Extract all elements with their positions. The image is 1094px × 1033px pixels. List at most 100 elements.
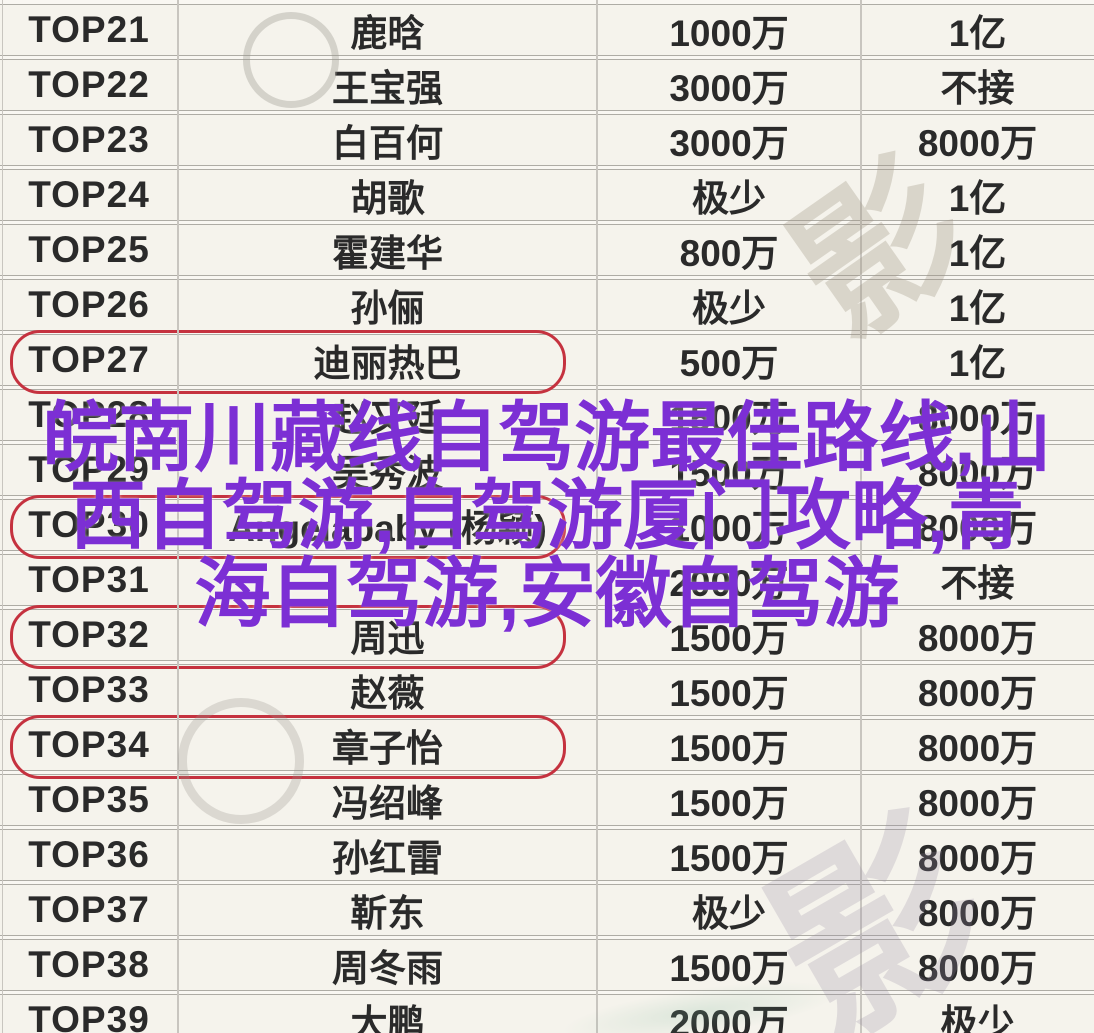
column-divider — [596, 0, 598, 1033]
fee1-cell: 2000万 — [669, 563, 789, 604]
fee1-cell: 2000万 — [669, 1003, 789, 1033]
name-cell: Angelababy (杨颖) — [228, 508, 547, 549]
table-row: TOP28 赵又廷 1500万 8000万 — [0, 389, 1094, 441]
fee2-cell: 不接 — [940, 68, 1015, 109]
fee1-cell: 1500万 — [669, 838, 789, 879]
fee2-cell: 8000万 — [917, 673, 1038, 714]
fee2-cell: 8000万 — [917, 508, 1038, 549]
name-cell: 王宝强 — [332, 68, 443, 109]
fee1-cell: 1500万 — [669, 398, 789, 439]
table-row: TOP39 大鹏 2000万 极少 — [0, 994, 1094, 1033]
fee2-cell: 8000万 — [917, 618, 1038, 659]
rank-cell: TOP35 — [28, 779, 150, 820]
fee1-cell: 1500万 — [669, 673, 789, 714]
fee1-cell: 极少 — [692, 178, 766, 219]
name-cell: 白百何 — [332, 123, 443, 164]
rank-cell: TOP31 — [28, 559, 150, 600]
name-cell — [178, 555, 597, 605]
rank-cell: TOP27 — [28, 339, 150, 380]
name-cell: 胡歌 — [350, 178, 425, 219]
name-cell: 周冬雨 — [332, 948, 443, 989]
name-cell: 章子怡 — [332, 728, 443, 769]
fee2-cell: 极少 — [940, 1003, 1015, 1033]
column-divider — [177, 0, 179, 1033]
fee1-cell: 极少 — [692, 893, 766, 934]
fee1-cell: 1500万 — [669, 618, 789, 659]
fee1-cell: 1500万 — [669, 948, 789, 989]
rank-cell: TOP34 — [28, 724, 150, 765]
table-row: TOP35 冯绍峰 1500万 8000万 — [0, 774, 1094, 826]
name-cell: 鹿晗 — [350, 13, 425, 54]
rank-cell: TOP22 — [28, 64, 150, 105]
rank-cell: TOP24 — [28, 174, 150, 215]
rank-cell: TOP29 — [28, 449, 150, 490]
table-row: TOP25 霍建华 800万 1亿 — [0, 224, 1094, 276]
fee2-cell: 1亿 — [948, 343, 1007, 384]
fee2-cell: 8000万 — [917, 398, 1038, 439]
fee2-cell: 1亿 — [948, 233, 1007, 274]
fee2-cell: 8000万 — [917, 893, 1038, 934]
name-cell: 赵又廷 — [332, 398, 443, 439]
name-cell: 靳东 — [350, 893, 425, 934]
table-row: TOP23 白百何 3000万 8000万 — [0, 114, 1094, 166]
name-cell: 孙红雷 — [332, 838, 443, 879]
table-row: TOP32 周迅 1500万 8000万 — [0, 605, 1094, 669]
rank-cell: TOP38 — [28, 944, 150, 985]
fee1-cell: 1500万 — [669, 728, 789, 769]
name-cell: 迪丽热巴 — [313, 343, 462, 384]
rank-cell: TOP28 — [28, 394, 150, 435]
name-cell: 大鹏 — [350, 1003, 425, 1033]
fee1-cell: 1000万 — [669, 13, 789, 54]
rank-cell: TOP25 — [28, 229, 150, 270]
fee2-cell: 不接 — [940, 563, 1015, 604]
table-row: TOP24 胡歌 极少 1亿 — [0, 169, 1094, 221]
fee2-cell: 8000万 — [917, 783, 1038, 824]
name-cell: 孙俪 — [350, 288, 425, 329]
fee2-cell: 8000万 — [917, 453, 1038, 494]
fee1-cell: 极少 — [692, 288, 766, 329]
fee2-cell: 8000万 — [917, 948, 1038, 989]
table-row: TOP30 Angelababy (杨颖) 1000万 8000万 — [0, 495, 1094, 559]
column-divider — [860, 0, 862, 1033]
fee1-cell: 1500万 — [669, 783, 789, 824]
name-cell: 吴秀波 — [332, 453, 443, 494]
fee1-cell: 3000万 — [669, 123, 789, 164]
table-row: TOP22 王宝强 3000万 不接 — [0, 59, 1094, 111]
rank-cell: TOP36 — [28, 834, 150, 875]
fee1-cell: 800万 — [679, 233, 779, 274]
table-row: TOP26 孙俪 极少 1亿 — [0, 279, 1094, 331]
table-row: TOP29 吴秀波 1500万 8000万 — [0, 444, 1094, 496]
rank-cell: TOP23 — [28, 119, 150, 160]
table-row: TOP33 赵薇 1500万 8000万 — [0, 664, 1094, 716]
name-cell: 冯绍峰 — [332, 783, 443, 824]
fee2-cell: 8000万 — [917, 838, 1038, 879]
table-row: TOP37 靳东 极少 8000万 — [0, 884, 1094, 936]
fee2-cell: 1亿 — [948, 178, 1007, 219]
pay-table: TOP21 鹿晗 1000万 1亿 TOP22 王宝强 3000万 不接 TOP… — [0, 4, 1094, 1033]
table-row: TOP31 2000万 不接 — [0, 554, 1094, 606]
rank-cell: TOP21 — [28, 9, 150, 50]
fee2-cell: 1亿 — [948, 13, 1007, 54]
rank-cell: TOP32 — [28, 614, 150, 655]
fee1-cell: 500万 — [679, 343, 779, 384]
table-left-border — [2, 0, 3, 1033]
name-cell: 霍建华 — [332, 233, 443, 274]
rank-cell: TOP39 — [28, 999, 150, 1033]
rank-cell: TOP26 — [28, 284, 150, 325]
name-cell: 赵薇 — [350, 673, 425, 714]
table-row: TOP27 迪丽热巴 500万 1亿 — [0, 330, 1094, 394]
table-row: TOP36 孙红雷 1500万 8000万 — [0, 829, 1094, 881]
rank-cell: TOP30 — [28, 504, 150, 545]
name-cell: 周迅 — [350, 618, 425, 659]
fee1-cell: 1500万 — [669, 453, 789, 494]
table-row: TOP38 周冬雨 1500万 8000万 — [0, 939, 1094, 991]
fee2-cell: 8000万 — [917, 728, 1038, 769]
fee2-cell: 1亿 — [948, 288, 1007, 329]
rank-cell: TOP37 — [28, 889, 150, 930]
fee1-cell: 3000万 — [669, 68, 789, 109]
fee1-cell: 1000万 — [669, 508, 789, 549]
rank-cell: TOP33 — [28, 669, 150, 710]
fee2-cell: 8000万 — [917, 123, 1038, 164]
table-row: TOP34 章子怡 1500万 8000万 — [0, 715, 1094, 779]
